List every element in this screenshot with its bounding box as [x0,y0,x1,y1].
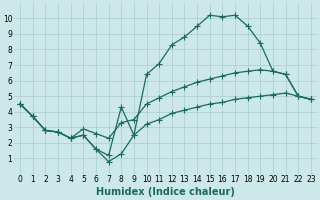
X-axis label: Humidex (Indice chaleur): Humidex (Indice chaleur) [96,187,235,197]
